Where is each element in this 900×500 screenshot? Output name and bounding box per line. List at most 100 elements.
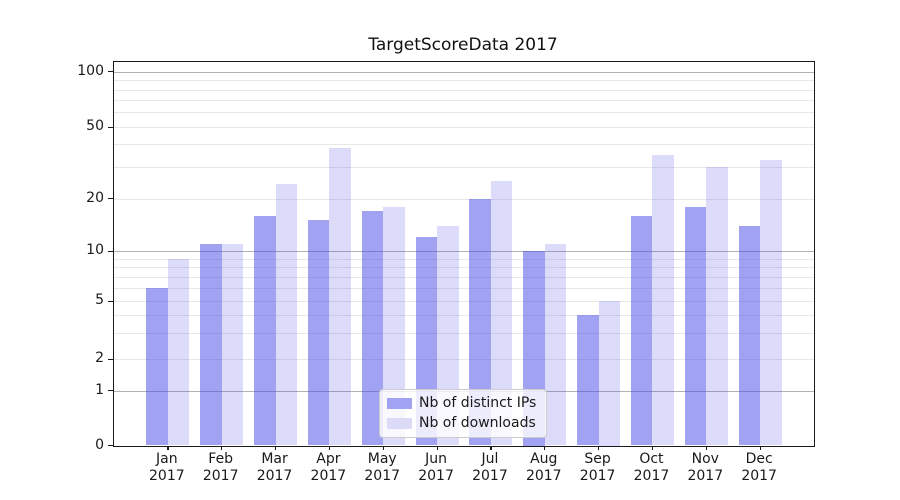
- x-tick-mark: [598, 446, 600, 450]
- y-tick-mark: [108, 358, 113, 360]
- y-tick-mark: [108, 198, 113, 200]
- bar-distinct-ips: [577, 315, 599, 446]
- y-tick-label: 5: [95, 292, 104, 308]
- bar-downloads: [652, 154, 674, 446]
- y-tick-mark: [108, 71, 113, 73]
- y-tick-mark: [108, 126, 113, 128]
- x-tick-label-year: 2017: [149, 467, 185, 484]
- legend: Nb of distinct IPs Nb of downloads: [379, 389, 547, 438]
- bar-distinct-ips: [307, 220, 330, 446]
- y-tick-label: 10: [86, 242, 104, 258]
- x-tick-label-year: 2017: [741, 467, 777, 484]
- y-gridline-minor: [114, 333, 814, 335]
- y-tick-label: 50: [86, 118, 104, 134]
- x-tick-label: Nov 2017: [673, 451, 737, 484]
- bar-distinct-ips: [254, 215, 276, 446]
- y-gridline-minor: [114, 127, 814, 128]
- y-tick-label: 2: [95, 350, 104, 366]
- y-gridline-minor: [114, 198, 814, 200]
- y-gridline-minor: [114, 276, 814, 278]
- y-tick-label: 0: [95, 436, 104, 453]
- legend-swatch-downloads-icon: [387, 418, 412, 429]
- y-tick-mark: [108, 445, 113, 447]
- x-tick-mark: [544, 446, 546, 450]
- y-tick-label: 1: [95, 381, 104, 398]
- x-tick-mark: [275, 446, 277, 450]
- x-tick-label-year: 2017: [310, 467, 347, 484]
- x-tick-mark: [382, 446, 384, 450]
- bar-downloads: [598, 301, 621, 446]
- bar-downloads: [329, 148, 351, 446]
- x-tick-mark: [328, 446, 331, 450]
- y-gridline-minor: [114, 112, 814, 114]
- x-tick-mark: [705, 446, 707, 450]
- bar-downloads: [544, 243, 567, 446]
- x-tick-label: Jul 2017: [458, 451, 522, 484]
- x-tick-mark: [651, 446, 654, 450]
- bar-downloads: [383, 206, 405, 446]
- x-tick-label-year: 2017: [472, 467, 508, 484]
- bar-distinct-ips: [146, 287, 168, 446]
- x-tick-label-year: 2017: [364, 467, 401, 484]
- y-gridline-minor: [114, 359, 814, 360]
- legend-entry-downloads: Nb of downloads: [387, 416, 538, 431]
- x-tick-label-year: 2017: [687, 467, 724, 484]
- y-tick-mark: [108, 390, 113, 392]
- bar-distinct-ips: [630, 215, 653, 446]
- x-tick-mark: [490, 446, 492, 450]
- bar-downloads: [167, 258, 190, 446]
- y-gridline-minor: [114, 258, 814, 260]
- bar-distinct-ips: [738, 225, 761, 446]
- bar-downloads: [275, 184, 298, 446]
- y-gridline-minor: [114, 166, 814, 168]
- x-tick-mark: [436, 446, 438, 450]
- x-tick-label-year: 2017: [256, 467, 293, 484]
- y-gridline-minor: [114, 267, 814, 269]
- y-gridline-minor: [114, 315, 814, 317]
- y-gridline-major: [114, 71, 814, 73]
- bar-downloads: [706, 166, 728, 446]
- bar-distinct-ips: [469, 198, 491, 446]
- y-gridline-minor: [114, 287, 814, 289]
- x-tick-label: May 2017: [350, 451, 414, 484]
- x-tick-mark: [167, 446, 169, 450]
- x-tick-label: Sep 2017: [566, 451, 630, 484]
- bar-distinct-ips: [361, 210, 384, 446]
- x-tick-label: Mar 2017: [243, 451, 307, 484]
- bar-distinct-ips: [200, 243, 222, 446]
- x-tick-label: Oct 2017: [619, 451, 683, 484]
- y-gridline-major: [114, 251, 814, 252]
- chart-title: TargetScoreData 2017: [368, 35, 558, 55]
- y-tick-label: 20: [86, 189, 104, 206]
- plot-area: [108, 61, 815, 450]
- y-gridline-minor: [114, 100, 814, 102]
- x-tick-label-year: 2017: [633, 467, 670, 484]
- y-gridline-minor: [114, 80, 814, 82]
- x-tick-label: Jan 2017: [135, 451, 199, 484]
- x-tick-label: Aug 2017: [512, 451, 576, 484]
- legend-entry-distinct-ips: Nb of distinct IPs: [387, 396, 538, 411]
- y-tick-mark: [108, 250, 113, 252]
- x-tick-label-year: 2017: [525, 467, 562, 484]
- bar-downloads: [221, 243, 244, 446]
- x-tick-mark: [759, 446, 761, 450]
- x-tick-label-year: 2017: [202, 467, 239, 484]
- x-tick-label-year: 2017: [418, 467, 454, 484]
- legend-label-distinct-ips: Nb of distinct IPs: [419, 395, 537, 411]
- bar-distinct-ips: [684, 206, 707, 446]
- y-gridline-minor: [114, 301, 814, 302]
- legend-label-downloads: Nb of downloads: [419, 415, 536, 431]
- bar-downloads: [490, 181, 513, 446]
- x-tick-mark: [221, 446, 223, 450]
- x-tick-label: Dec 2017: [727, 451, 791, 484]
- bar-downloads: [760, 159, 782, 446]
- x-tick-label: Jun 2017: [404, 451, 468, 484]
- legend-swatch-distinct-ips-icon: [387, 398, 412, 409]
- y-gridline-minor: [114, 89, 814, 91]
- y-tick-mark: [108, 300, 113, 302]
- y-gridline-minor: [114, 144, 814, 146]
- x-tick-label: Apr 2017: [296, 451, 360, 484]
- x-tick-label: Feb 2017: [189, 451, 253, 484]
- y-tick-label: 100: [77, 62, 104, 79]
